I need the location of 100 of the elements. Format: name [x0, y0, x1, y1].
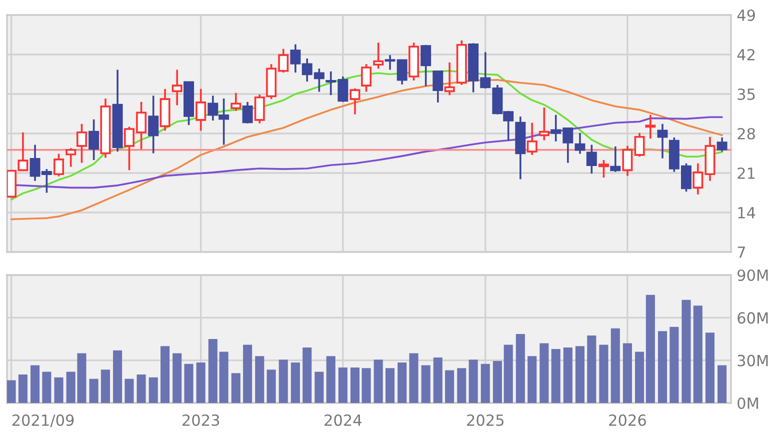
- x-tick-label: 2026: [609, 414, 646, 426]
- candlestick: [645, 114, 656, 140]
- bar: [468, 360, 478, 403]
- candlestick: [66, 147, 76, 168]
- bar: [231, 373, 240, 403]
- candlestick: [444, 61, 455, 96]
- y-tick-label: 30M: [738, 354, 768, 366]
- candlestick: [538, 106, 550, 142]
- bar: [540, 343, 549, 403]
- bar: [30, 365, 40, 403]
- candlestick: [716, 136, 728, 152]
- bar: [113, 350, 122, 403]
- bar: [314, 372, 324, 403]
- bar: [208, 339, 218, 403]
- x-tick-label: 2023: [182, 414, 220, 426]
- bar: [184, 364, 194, 403]
- bar: [124, 378, 134, 403]
- candlestick: [598, 159, 609, 178]
- candlestick: [586, 144, 597, 174]
- candlestick: [172, 68, 182, 106]
- bar: [326, 356, 336, 403]
- bar: [575, 346, 584, 403]
- candlestick: [350, 87, 360, 116]
- bar: [385, 368, 395, 403]
- bar: [504, 344, 513, 403]
- y-tick-label: 60M: [738, 312, 768, 324]
- bar: [587, 335, 596, 403]
- bar: [622, 343, 632, 403]
- bar: [551, 348, 560, 403]
- bar: [682, 300, 691, 403]
- bar: [172, 353, 182, 403]
- candlestick: [54, 152, 64, 178]
- candlestick: [361, 63, 372, 93]
- candlestick: [196, 88, 206, 132]
- candlestick: [432, 70, 444, 104]
- y-tick-label: 35: [738, 88, 755, 100]
- bar: [136, 374, 146, 403]
- bar: [374, 360, 383, 403]
- y-tick-label: 0M: [738, 397, 758, 410]
- bar: [266, 370, 276, 403]
- candlestick: [420, 44, 432, 88]
- bar: [243, 344, 252, 403]
- bar: [670, 326, 679, 403]
- bar: [54, 377, 64, 403]
- bar: [196, 362, 206, 403]
- bar: [398, 362, 407, 403]
- bar: [646, 294, 655, 403]
- line-series: [10, 78, 723, 220]
- bar: [457, 368, 466, 403]
- candlestick: [634, 132, 645, 158]
- bar: [219, 352, 228, 403]
- candlestick: [230, 92, 242, 112]
- bar: [433, 357, 442, 403]
- bar: [290, 362, 300, 403]
- y-tick-label: 7: [738, 246, 745, 258]
- bar: [18, 374, 28, 403]
- bar: [480, 364, 490, 403]
- x-tick-label: 2025: [467, 414, 504, 426]
- x-tick-label: 2024: [324, 414, 362, 426]
- candlestick: [526, 122, 538, 156]
- bar: [516, 334, 525, 403]
- bar: [302, 348, 312, 403]
- bar: [42, 372, 52, 403]
- bar: [563, 348, 572, 403]
- candlestick: [148, 94, 159, 154]
- y-tick-label: 42: [737, 48, 754, 60]
- candlestick: [242, 100, 253, 124]
- y-tick-label: 14: [738, 207, 756, 218]
- bar: [445, 370, 454, 403]
- bar: [635, 352, 644, 403]
- bar: [599, 344, 608, 403]
- bar: [705, 332, 715, 403]
- bar: [658, 331, 668, 403]
- bar: [89, 378, 98, 403]
- y-tick-label: 21: [738, 167, 755, 179]
- candlestick: [373, 42, 384, 70]
- candlestick: [610, 146, 621, 173]
- bar: [610, 328, 620, 403]
- candlestick: [657, 123, 668, 160]
- bar: [7, 380, 16, 403]
- bar: [160, 346, 170, 403]
- bar: [148, 377, 158, 403]
- bar: [718, 365, 727, 403]
- candlestick: [574, 132, 586, 155]
- bar: [350, 367, 360, 403]
- bar: [409, 353, 418, 403]
- bar: [100, 370, 110, 403]
- y-tick-label: 49: [737, 9, 755, 22]
- bar: [492, 361, 502, 403]
- bar: [528, 356, 537, 403]
- candlestick: [622, 145, 633, 177]
- bar: [693, 306, 702, 403]
- bar: [421, 365, 430, 403]
- y-tick-label: 28: [738, 128, 755, 140]
- candlestick: [88, 118, 100, 161]
- candlestick: [76, 123, 87, 164]
- bar: [338, 367, 348, 403]
- y-tick-label: 90M: [738, 269, 768, 282]
- bar: [362, 368, 371, 403]
- x-tick-label: 2021/09: [12, 414, 74, 428]
